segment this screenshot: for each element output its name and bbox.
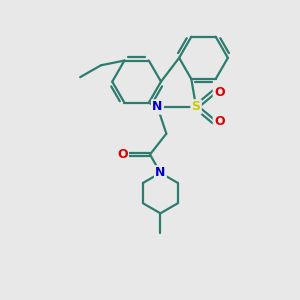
Text: O: O bbox=[214, 115, 225, 128]
Text: S: S bbox=[192, 100, 201, 113]
Text: O: O bbox=[117, 148, 128, 161]
Text: O: O bbox=[214, 85, 225, 98]
Text: N: N bbox=[152, 100, 163, 113]
Text: N: N bbox=[155, 167, 166, 179]
